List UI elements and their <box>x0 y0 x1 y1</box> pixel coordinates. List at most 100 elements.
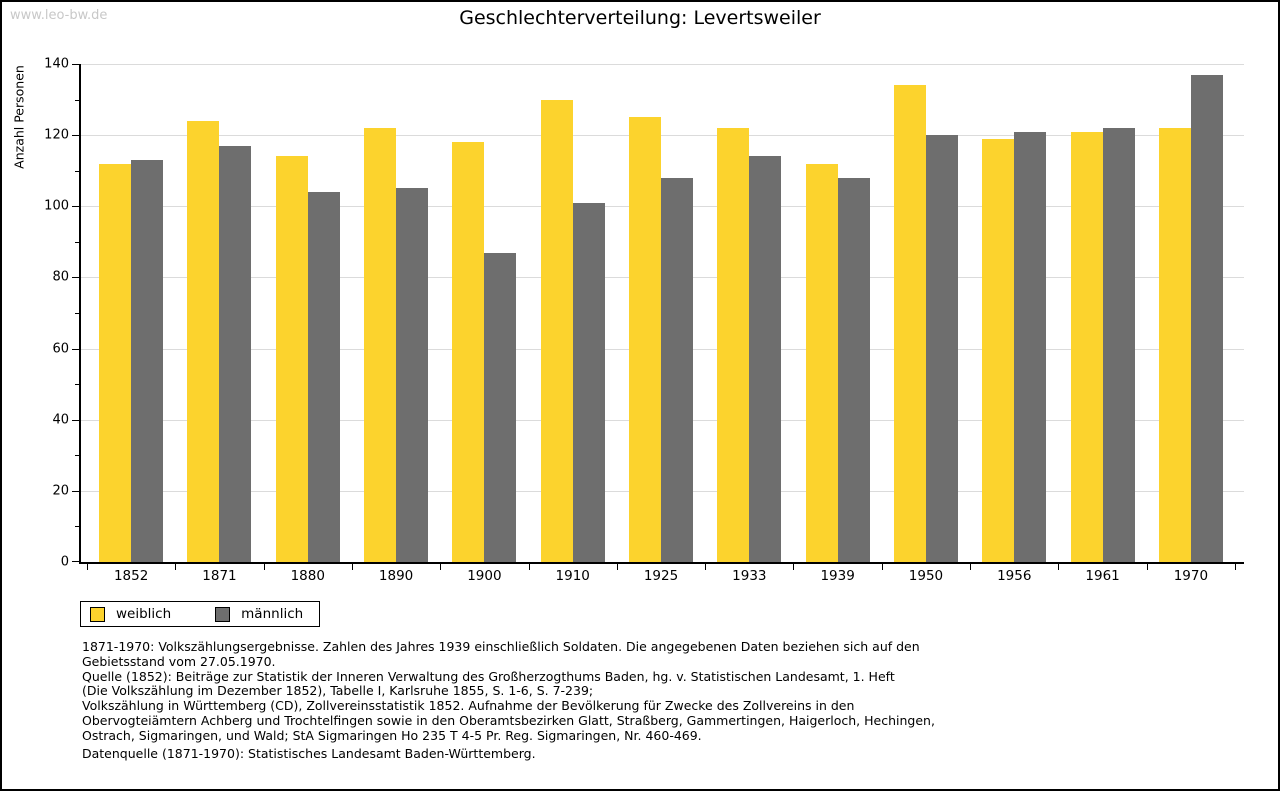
y-tick-major <box>72 419 79 421</box>
x-label-1890: 1890 <box>378 568 414 584</box>
y-tick-label: 20 <box>52 483 69 499</box>
y-axis-label: Anzahl Personen <box>11 65 27 169</box>
bar-group-1852 <box>87 64 175 562</box>
bar-group-1880 <box>264 64 352 562</box>
x-axis-labels: 1852 1871 1880 1890 1900 1910 1925 1933 1939 1950… <box>87 568 1235 584</box>
x-label-1970: 1970 <box>1173 568 1209 584</box>
legend-swatch-maennlich <box>215 606 231 622</box>
bar-group-1939 <box>794 64 882 562</box>
y-tick-label: 140 <box>44 56 69 72</box>
bar-männlich-1961 <box>1102 128 1135 562</box>
x-tick <box>529 564 530 570</box>
y-tick-label: 60 <box>52 341 69 357</box>
x-label-1933: 1933 <box>732 568 767 584</box>
legend-label-maennlich: männlich <box>241 606 304 622</box>
x-label-1950: 1950 <box>908 568 944 584</box>
grid-line <box>81 64 1244 65</box>
bar-weiblich-1880 <box>275 156 308 562</box>
bar-weiblich-1933 <box>717 128 750 562</box>
x-tick <box>793 564 794 570</box>
bar-group-1961 <box>1058 64 1146 562</box>
x-tick <box>617 564 618 570</box>
bar-männlich-1933 <box>749 156 782 562</box>
bar-weiblich-1970 <box>1158 128 1191 562</box>
bar-weiblich-1852 <box>99 164 132 562</box>
y-tick-minor <box>75 241 79 243</box>
bar-männlich-1939 <box>837 178 870 562</box>
bar-group-1925 <box>617 64 705 562</box>
y-tick-major <box>72 561 79 562</box>
y-tick-label: 40 <box>52 412 69 428</box>
legend: weiblich männlich <box>80 601 321 627</box>
legend-entry-maennlich: männlich <box>215 606 303 622</box>
data-source-note: Datenquelle (1871-1970): Statistisches L… <box>82 746 536 761</box>
x-label-1956: 1956 <box>997 568 1032 584</box>
y-tick-major <box>72 490 79 492</box>
bar-männlich-1910 <box>572 203 605 562</box>
bar-group-1950 <box>882 64 970 562</box>
bar-männlich-1880 <box>307 192 340 562</box>
x-label-1961: 1961 <box>1085 568 1120 584</box>
bar-männlich-1871 <box>219 146 252 562</box>
x-label-1939: 1939 <box>820 568 855 584</box>
bar-männlich-1950 <box>925 135 958 562</box>
legend-entry-weiblich: weiblich <box>90 606 171 622</box>
bar-männlich-1925 <box>661 178 694 562</box>
bar-weiblich-1910 <box>540 100 573 562</box>
x-label-1900: 1900 <box>467 568 502 584</box>
y-tick-minor <box>75 384 79 386</box>
y-tick-minor <box>75 170 79 172</box>
bar-weiblich-1890 <box>364 128 397 562</box>
x-label-1880: 1880 <box>290 568 325 584</box>
x-tick <box>264 564 265 570</box>
bar-weiblich-1956 <box>982 139 1015 562</box>
x-tick <box>352 564 353 570</box>
y-tick-major <box>72 348 79 350</box>
bar-groups <box>87 64 1235 562</box>
bar-group-1970 <box>1147 64 1235 562</box>
legend-swatch-weiblich <box>90 606 105 622</box>
x-tick <box>1147 564 1148 570</box>
y-tick-minor <box>75 99 79 101</box>
x-tick <box>882 564 883 570</box>
y-tick-label: 100 <box>44 198 69 214</box>
y-tick-label: 120 <box>44 127 69 143</box>
x-tick <box>970 564 971 570</box>
source-notes: 1871-1970: Volkszählungsergebnisse. Zahl… <box>82 639 935 743</box>
x-tick <box>1058 564 1059 570</box>
y-tick-major <box>72 64 79 65</box>
bar-group-1910 <box>529 64 617 562</box>
bar-weiblich-1961 <box>1070 132 1103 562</box>
bar-weiblich-1925 <box>629 117 662 562</box>
x-tick <box>87 564 88 570</box>
bar-group-1933 <box>705 64 793 562</box>
bar-group-1900 <box>440 64 528 562</box>
x-label-1910: 1910 <box>555 568 590 584</box>
x-label-1852: 1852 <box>113 568 149 584</box>
bar-männlich-1890 <box>396 188 429 562</box>
bar-weiblich-1871 <box>187 121 220 562</box>
grid-line <box>81 135 1244 137</box>
y-tick-major <box>72 277 79 279</box>
bar-weiblich-1900 <box>452 142 485 562</box>
bar-group-1956 <box>970 64 1058 562</box>
bar-group-1890 <box>352 64 440 562</box>
y-tick-label: 80 <box>52 269 69 285</box>
bar-weiblich-1939 <box>805 164 838 562</box>
x-tick <box>440 564 441 570</box>
y-tick-major <box>72 135 79 137</box>
x-tick <box>705 564 706 570</box>
y-tick-minor <box>75 455 79 457</box>
chart-title: Geschlechterverteilung: Levertsweiler <box>459 7 821 29</box>
x-tick <box>175 564 176 570</box>
y-tick-major <box>72 206 79 208</box>
legend-label-weiblich: weiblich <box>116 606 172 622</box>
watermark: www.leo-bw.de <box>10 8 108 23</box>
plot-area: 0 20 40 60 80 100 120 140 1852 1871 1880 1890 1900 1… <box>44 57 1244 584</box>
x-label-1871: 1871 <box>202 568 237 584</box>
y-tick-label: 0 <box>60 554 69 570</box>
y-tick-minor <box>75 313 79 314</box>
y-tick-minor <box>75 526 79 528</box>
bar-männlich-1970 <box>1190 75 1223 562</box>
